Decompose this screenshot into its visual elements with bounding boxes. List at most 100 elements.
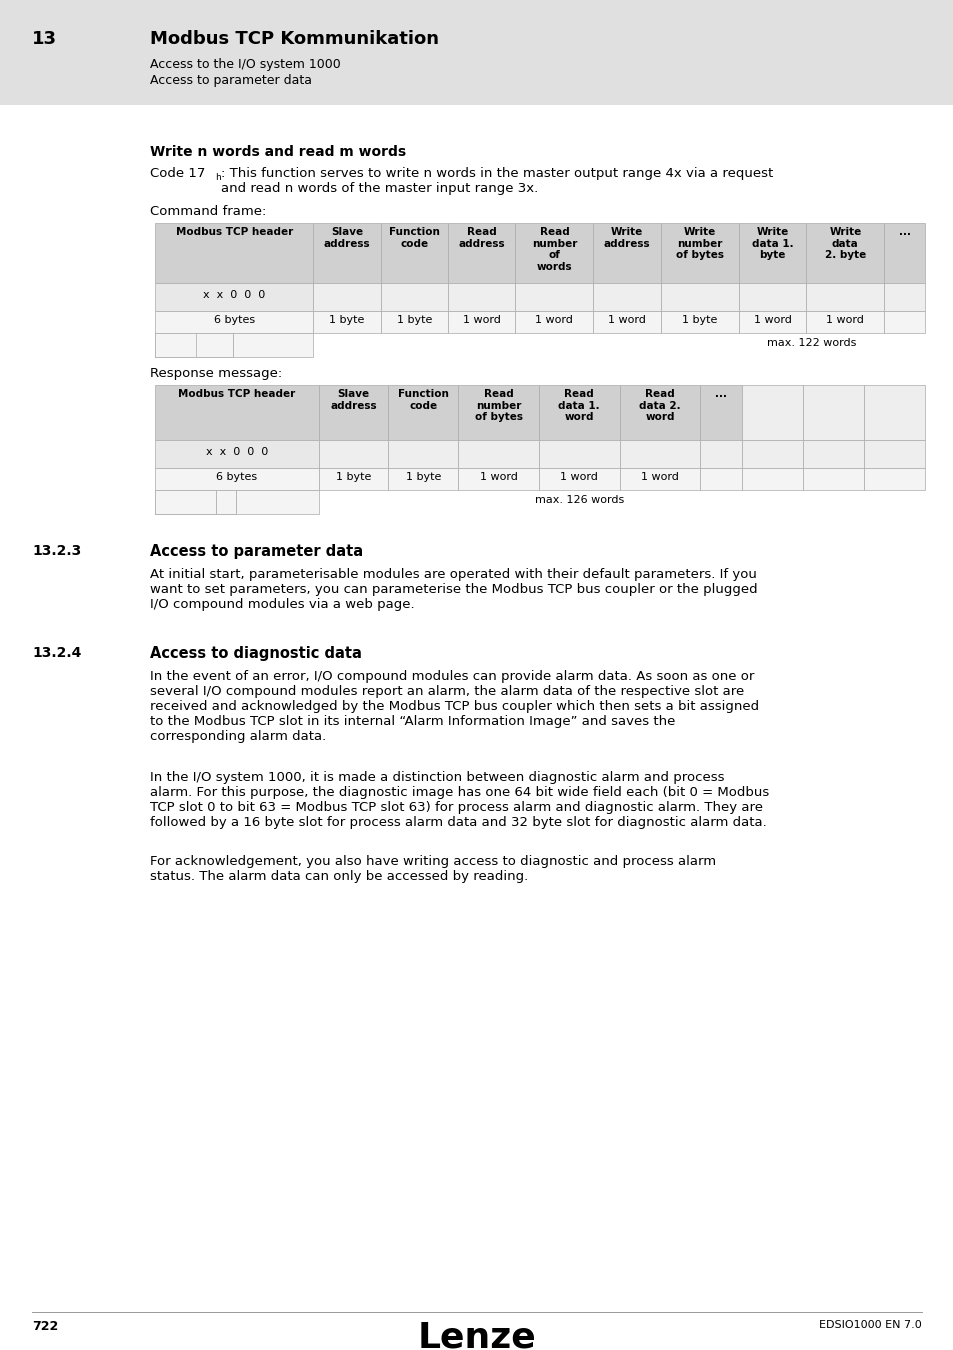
Text: 1 word: 1 word xyxy=(535,315,573,325)
Bar xyxy=(154,333,313,356)
Bar xyxy=(318,440,388,468)
Bar xyxy=(700,468,741,490)
Bar xyxy=(660,223,739,284)
Bar xyxy=(700,385,741,440)
Bar xyxy=(154,490,225,514)
Bar xyxy=(154,284,313,310)
Bar xyxy=(619,468,700,490)
Bar xyxy=(538,385,619,440)
Bar xyxy=(154,468,318,490)
Bar xyxy=(0,0,953,105)
Text: : This function serves to write n words in the master output range 4x via a requ: : This function serves to write n words … xyxy=(221,167,773,194)
Bar xyxy=(154,490,225,514)
Text: Read
data 2.
word: Read data 2. word xyxy=(639,389,680,423)
Text: h: h xyxy=(214,173,220,182)
Text: Write
number
of bytes: Write number of bytes xyxy=(675,227,723,261)
Text: In the event of an error, I/O compound modules can provide alarm data. As soon a: In the event of an error, I/O compound m… xyxy=(150,670,759,743)
Text: Command frame:: Command frame: xyxy=(150,205,266,217)
Bar xyxy=(802,385,863,440)
Bar xyxy=(448,223,515,284)
Bar xyxy=(700,440,741,468)
Bar xyxy=(883,223,924,284)
Text: Write
address: Write address xyxy=(603,227,650,248)
Bar xyxy=(741,468,802,490)
Bar xyxy=(457,440,538,468)
Bar xyxy=(313,310,380,333)
Bar xyxy=(154,333,233,356)
Bar xyxy=(883,310,924,333)
Bar xyxy=(154,223,313,284)
Bar xyxy=(388,385,457,440)
Bar xyxy=(739,284,805,310)
Text: Response message:: Response message: xyxy=(150,367,282,379)
Text: 13: 13 xyxy=(32,30,57,49)
Bar xyxy=(739,223,805,284)
Bar xyxy=(457,385,538,440)
Text: 1 word: 1 word xyxy=(825,315,863,325)
Bar xyxy=(154,490,318,514)
Text: 1 byte: 1 byte xyxy=(405,472,440,482)
Text: 1 word: 1 word xyxy=(753,315,791,325)
Text: Function
code: Function code xyxy=(397,389,448,410)
Bar xyxy=(388,440,457,468)
Text: Code 17: Code 17 xyxy=(150,167,205,180)
Bar xyxy=(154,490,235,514)
Text: Write
data 1.
byte: Write data 1. byte xyxy=(751,227,793,261)
Bar xyxy=(863,440,924,468)
Bar xyxy=(154,333,233,356)
Text: x  x  0  0  0: x x 0 0 0 xyxy=(206,447,268,458)
Bar xyxy=(154,333,222,356)
Bar xyxy=(154,333,233,356)
Text: Read
number
of bytes: Read number of bytes xyxy=(474,389,522,423)
Bar xyxy=(154,385,318,440)
Bar xyxy=(538,440,619,468)
Bar xyxy=(154,333,195,356)
Bar xyxy=(154,333,222,356)
Text: 13.2.4: 13.2.4 xyxy=(32,647,81,660)
Text: Slave
address: Slave address xyxy=(330,389,376,410)
Text: Read
number
of
words: Read number of words xyxy=(531,227,577,271)
Bar xyxy=(154,333,222,356)
Text: 6 bytes: 6 bytes xyxy=(213,315,254,325)
Bar xyxy=(154,490,215,514)
Bar xyxy=(380,310,448,333)
Bar xyxy=(313,284,380,310)
Text: 1 word: 1 word xyxy=(608,315,645,325)
Bar xyxy=(154,333,222,356)
Bar xyxy=(448,284,515,310)
Text: Access to diagnostic data: Access to diagnostic data xyxy=(150,647,361,662)
Text: max. 122 words: max. 122 words xyxy=(766,338,856,348)
Bar xyxy=(154,333,222,356)
Bar xyxy=(883,284,924,310)
Bar xyxy=(318,468,388,490)
Text: x  x  0  0  0: x x 0 0 0 xyxy=(203,290,265,300)
Text: Slave
address: Slave address xyxy=(323,227,370,248)
Bar xyxy=(515,284,593,310)
Bar xyxy=(739,310,805,333)
Bar xyxy=(741,440,802,468)
Text: ...: ... xyxy=(898,227,910,238)
Text: 1 byte: 1 byte xyxy=(681,315,717,325)
Text: Modbus TCP Kommunikation: Modbus TCP Kommunikation xyxy=(150,30,438,49)
Text: In the I/O system 1000, it is made a distinction between diagnostic alarm and pr: In the I/O system 1000, it is made a dis… xyxy=(150,771,768,829)
Text: 722: 722 xyxy=(32,1320,58,1332)
Text: Access to parameter data: Access to parameter data xyxy=(150,544,363,559)
Bar xyxy=(863,468,924,490)
Text: 6 bytes: 6 bytes xyxy=(216,472,257,482)
Bar xyxy=(619,385,700,440)
Bar xyxy=(380,223,448,284)
Text: EDSIO1000 EN 7.0: EDSIO1000 EN 7.0 xyxy=(819,1320,921,1330)
Bar xyxy=(515,223,593,284)
Text: max. 126 words: max. 126 words xyxy=(534,495,623,505)
Bar xyxy=(805,284,883,310)
Bar xyxy=(154,310,313,333)
Bar xyxy=(154,490,235,514)
Bar xyxy=(863,385,924,440)
Bar xyxy=(660,310,739,333)
Bar xyxy=(805,310,883,333)
Bar xyxy=(593,310,660,333)
Bar xyxy=(154,490,197,514)
Bar xyxy=(154,490,235,514)
Bar xyxy=(154,490,215,514)
Text: ...: ... xyxy=(715,389,727,400)
